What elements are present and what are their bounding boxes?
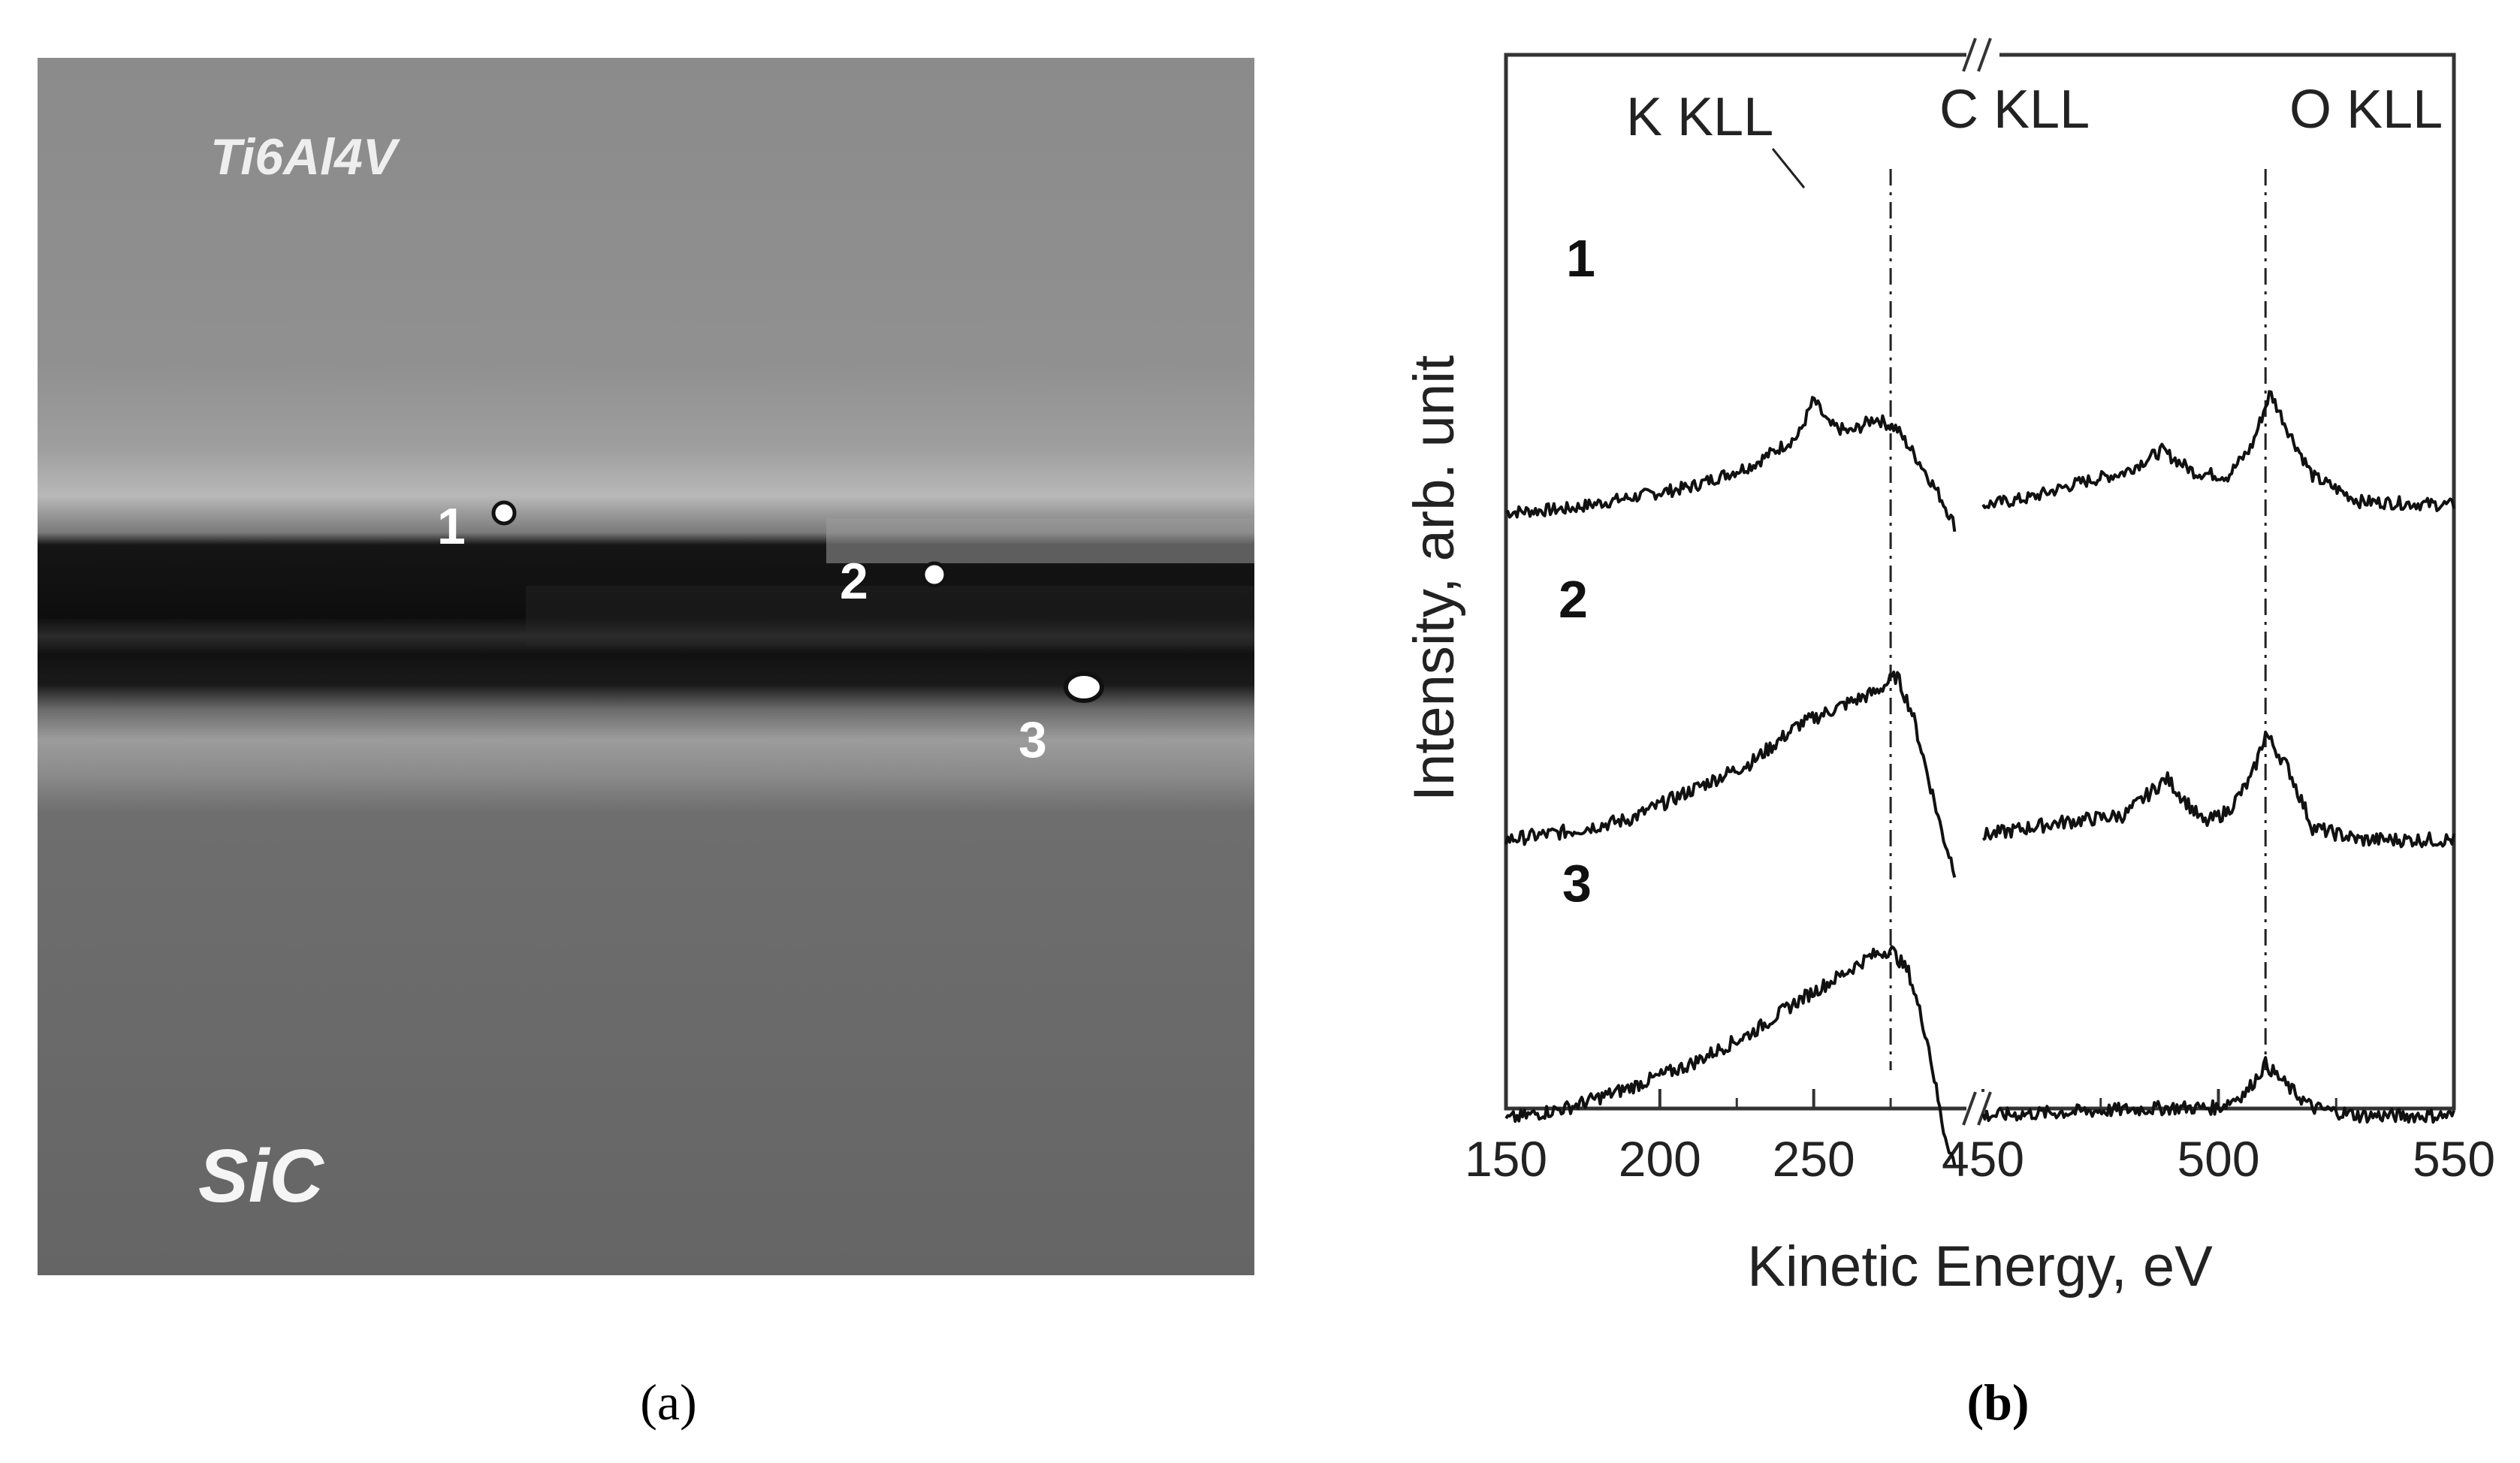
point-marker-3 xyxy=(1064,671,1104,703)
spectrum-2-segment2 xyxy=(1981,730,2455,849)
spectrum-3-segment2 xyxy=(1981,1056,2455,1124)
spectrum-1-segment2 xyxy=(1981,390,2455,512)
annotation-k-kll: K KLL xyxy=(1626,87,1773,147)
axis-break-slash xyxy=(1977,38,1992,72)
x-tick-label-150: 150 xyxy=(1465,1131,1547,1187)
annotation-o-kll: O KLL xyxy=(2289,80,2443,140)
axis-breaks xyxy=(1962,38,1999,1126)
spectra-series xyxy=(1504,390,2455,1166)
point-label-3: 3 xyxy=(1019,711,1047,768)
peak-annotations: K KLL C KLL O KLL xyxy=(1626,80,2443,189)
point-marker-1 xyxy=(491,500,517,526)
point-label-2: 2 xyxy=(840,553,868,610)
y-axis-title: Intensity, arb. unit xyxy=(1402,355,1466,801)
label-ti6al4v: Ti6Al4V xyxy=(210,128,401,186)
axis-tick-labels: 150 200 250 450 500 550 xyxy=(1465,1131,2495,1187)
panel-b-caption: (b) xyxy=(1966,1374,2029,1431)
x-tick-label-200: 200 xyxy=(1619,1131,1701,1187)
spectrum-3-segment1 xyxy=(1504,945,1957,1166)
spectrum-2-segment1 xyxy=(1504,670,1957,878)
x-tick-label-450: 450 xyxy=(1942,1131,2024,1187)
series-label-3: 3 xyxy=(1562,854,1592,912)
micrograph-lower-band xyxy=(526,586,1254,646)
k-kll-leader xyxy=(1771,148,1806,189)
micrograph-image xyxy=(38,58,1254,1275)
axis-break-slash xyxy=(1962,38,1977,72)
series-label-2: 2 xyxy=(1559,570,1588,629)
plot-frame xyxy=(1504,53,2456,1111)
point-label-1: 1 xyxy=(437,498,466,555)
panel-a-micrograph: Ti6Al4V SiC 1 2 3 xyxy=(38,58,1254,1275)
panel-a-caption: (a) xyxy=(640,1374,696,1431)
series-label-1: 1 xyxy=(1566,229,1595,288)
x-tick-label-250: 250 xyxy=(1773,1131,1855,1187)
micrograph-right-band xyxy=(826,518,1254,563)
axis-break-slash xyxy=(1977,1091,1992,1126)
annotation-c-kll: C KLL xyxy=(1939,80,2090,140)
point-marker-2 xyxy=(921,561,948,588)
x-axis-title: Kinetic Energy, eV xyxy=(1747,1235,2213,1299)
spectrum-1-segment1 xyxy=(1505,396,1957,532)
reference-lines xyxy=(1889,169,2267,1070)
x-tick-label-550: 550 xyxy=(2413,1131,2495,1187)
label-sic: SiC xyxy=(198,1134,324,1218)
series-labels: 1 2 3 xyxy=(1559,229,1595,912)
panel-b-chart: 150 200 250 450 500 550 K KLL C KLL O KLL 1 2 3 K… xyxy=(1402,38,2495,1299)
axis-break-slash xyxy=(1962,1091,1977,1126)
x-tick-label-500: 500 xyxy=(2177,1131,2259,1187)
